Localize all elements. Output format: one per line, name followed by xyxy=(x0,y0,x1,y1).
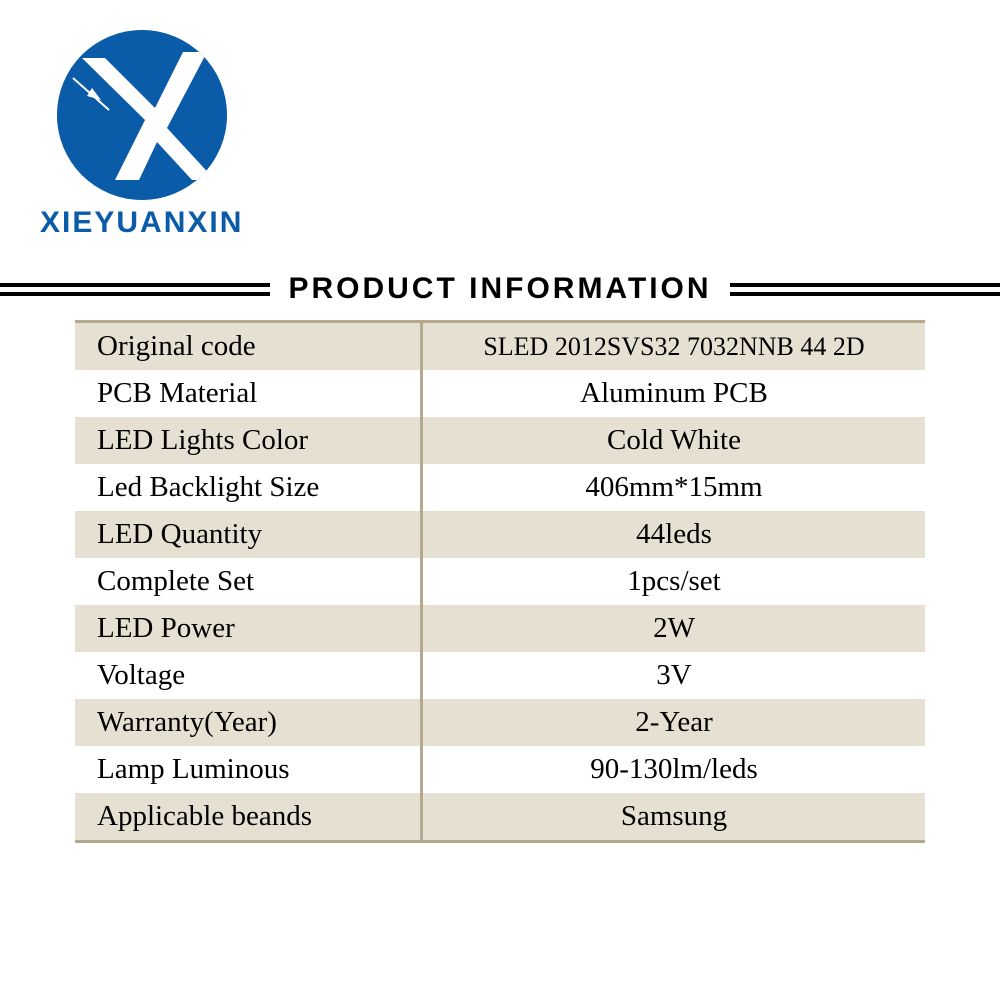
spec-value: 406mm*15mm xyxy=(423,471,925,504)
divider-line-left xyxy=(0,279,270,300)
spec-label: Complete Set xyxy=(75,565,420,598)
spec-value: SLED 2012SVS32 7032NNB 44 2D xyxy=(423,332,925,362)
table-row: Voltage 3V xyxy=(75,652,925,699)
spec-label: Original code xyxy=(75,330,420,363)
brand-name: XIEYUANXIN xyxy=(40,206,243,240)
spec-label: Lamp Luminous xyxy=(75,753,420,786)
spec-value: 2-Year xyxy=(423,706,925,739)
spec-value: 3V xyxy=(423,659,925,692)
section-title: PRODUCT INFORMATION xyxy=(270,272,729,306)
brand-logo-icon xyxy=(57,30,227,200)
table-row: Applicable beands Samsung xyxy=(75,793,925,840)
spec-label: PCB Material xyxy=(75,377,420,410)
spec-label: Voltage xyxy=(75,659,420,692)
spec-value: 44leds xyxy=(423,518,925,551)
table-row: Complete Set 1pcs/set xyxy=(75,558,925,605)
spec-label: Warranty(Year) xyxy=(75,706,420,739)
spec-value: Samsung xyxy=(423,800,925,833)
spec-value: Aluminum PCB xyxy=(423,377,925,410)
table-row: LED Lights Color Cold White xyxy=(75,417,925,464)
divider-line-right xyxy=(730,279,1000,300)
spec-value: 1pcs/set xyxy=(423,565,925,598)
spec-label: LED Lights Color xyxy=(75,424,420,457)
spec-value: 90-130lm/leds xyxy=(423,753,925,786)
spec-value: Cold White xyxy=(423,424,925,457)
table-row: Original code SLED 2012SVS32 7032NNB 44 … xyxy=(75,323,925,370)
spec-label: LED Quantity xyxy=(75,518,420,551)
table-row: LED Power 2W xyxy=(75,605,925,652)
spec-value: 2W xyxy=(423,612,925,645)
brand-logo-block: XIEYUANXIN xyxy=(40,30,243,240)
spec-label: LED Power xyxy=(75,612,420,645)
table-row: Led Backlight Size 406mm*15mm xyxy=(75,464,925,511)
spec-label: Led Backlight Size xyxy=(75,471,420,504)
table-row: Warranty(Year) 2-Year xyxy=(75,699,925,746)
table-row: PCB Material Aluminum PCB xyxy=(75,370,925,417)
spec-label: Applicable beands xyxy=(75,800,420,833)
product-info-table: Original code SLED 2012SVS32 7032NNB 44 … xyxy=(75,320,925,843)
section-divider: PRODUCT INFORMATION xyxy=(0,272,1000,306)
table-row: LED Quantity 44leds xyxy=(75,511,925,558)
table-row: Lamp Luminous 90-130lm/leds xyxy=(75,746,925,793)
